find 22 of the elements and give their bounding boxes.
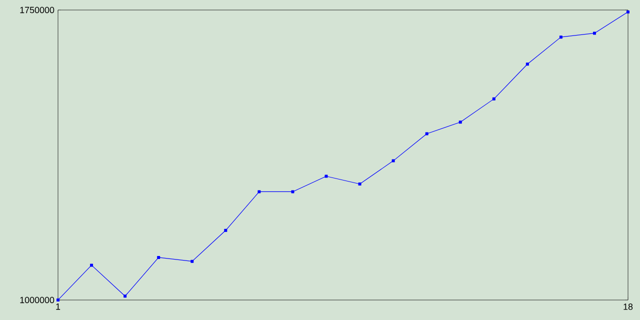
point xyxy=(626,10,630,14)
point xyxy=(425,132,428,136)
point xyxy=(358,182,362,186)
point xyxy=(392,159,395,162)
point xyxy=(559,36,562,39)
point xyxy=(56,298,60,302)
point xyxy=(526,62,529,66)
point xyxy=(492,97,496,100)
x-tick-label: 18 xyxy=(624,304,633,310)
point xyxy=(258,190,261,194)
point xyxy=(291,190,294,194)
point xyxy=(592,32,596,35)
point xyxy=(324,174,328,178)
point xyxy=(190,260,194,263)
y-tick-label: 1000000 xyxy=(20,296,54,304)
point xyxy=(458,120,462,124)
point xyxy=(124,294,127,298)
point xyxy=(224,228,228,232)
point xyxy=(157,256,160,259)
x-tick-label: 1 xyxy=(56,304,60,310)
point xyxy=(90,264,94,267)
y-tick-label: 1750000 xyxy=(20,6,54,14)
